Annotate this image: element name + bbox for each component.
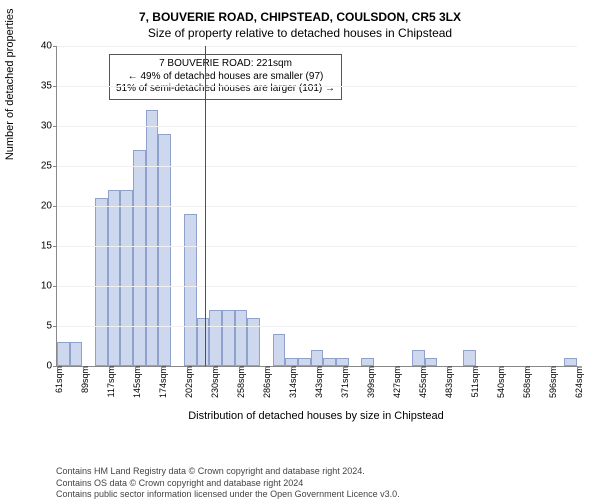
x-tick-mark	[57, 366, 58, 370]
footer-line2: Contains OS data © Crown copyright and d…	[56, 478, 590, 490]
x-tick-mark	[577, 366, 578, 370]
histogram-bar	[285, 358, 298, 366]
x-tick-mark	[499, 366, 500, 370]
x-tick-mark	[551, 366, 552, 370]
histogram-bar	[120, 190, 133, 366]
x-tick-label: 371sqm	[336, 366, 350, 398]
histogram-bar	[564, 358, 577, 366]
callout-line3: 51% of semi-detached houses are larger (…	[116, 83, 335, 96]
histogram-bar	[70, 342, 83, 366]
histogram-bar	[311, 350, 324, 366]
y-tick-mark	[53, 86, 57, 87]
reference-callout: 7 BOUVERIE ROAD: 221sqm ← 49% of detache…	[109, 54, 342, 100]
x-tick-label: 483sqm	[440, 366, 454, 398]
x-tick-label: 174sqm	[154, 366, 168, 398]
gridline	[57, 246, 577, 247]
histogram-bar	[361, 358, 374, 366]
x-tick-mark	[421, 366, 422, 370]
y-tick-mark	[53, 206, 57, 207]
x-tick-label: 540sqm	[492, 366, 506, 398]
chart-container: 7, BOUVERIE ROAD, CHIPSTEAD, COULSDON, C…	[10, 10, 590, 490]
y-tick-mark	[53, 246, 57, 247]
x-tick-label: 89sqm	[76, 366, 90, 393]
x-tick-mark	[135, 366, 136, 370]
y-tick-mark	[53, 326, 57, 327]
chart-title-1: 7, BOUVERIE ROAD, CHIPSTEAD, COULSDON, C…	[10, 10, 590, 24]
y-tick-mark	[53, 126, 57, 127]
x-tick-label: 258sqm	[232, 366, 246, 398]
gridline	[57, 86, 577, 87]
x-tick-label: 202sqm	[180, 366, 194, 398]
histogram-bar	[222, 310, 235, 366]
footer-line1: Contains HM Land Registry data © Crown c…	[56, 466, 590, 478]
y-tick-mark	[53, 46, 57, 47]
x-tick-label: 399sqm	[362, 366, 376, 398]
x-tick-mark	[473, 366, 474, 370]
x-tick-label: 314sqm	[284, 366, 298, 398]
gridline	[57, 166, 577, 167]
y-tick-mark	[53, 166, 57, 167]
histogram-bar	[298, 358, 311, 366]
x-tick-mark	[239, 366, 240, 370]
y-tick-mark	[53, 286, 57, 287]
histogram-bar	[146, 110, 159, 366]
histogram-bar	[209, 310, 222, 366]
x-tick-mark	[213, 366, 214, 370]
footer-line3: Contains public sector information licen…	[56, 489, 590, 501]
x-tick-mark	[291, 366, 292, 370]
x-tick-mark	[447, 366, 448, 370]
gridline	[57, 326, 577, 327]
x-tick-mark	[525, 366, 526, 370]
x-tick-label: 61sqm	[50, 366, 64, 393]
y-axis-label: Number of detached properties	[4, 9, 16, 161]
callout-line2: ← 49% of detached houses are smaller (97…	[116, 71, 335, 84]
gridline	[57, 286, 577, 287]
histogram-bar	[95, 198, 108, 366]
x-tick-mark	[161, 366, 162, 370]
x-tick-mark	[187, 366, 188, 370]
x-tick-mark	[343, 366, 344, 370]
histogram-bar	[336, 358, 349, 366]
histogram-bar	[323, 358, 336, 366]
gridline	[57, 206, 577, 207]
x-tick-label: 511sqm	[466, 366, 480, 397]
x-tick-label: 427sqm	[388, 366, 402, 398]
gridline	[57, 46, 577, 47]
histogram-bar	[235, 310, 248, 366]
x-axis-label: Distribution of detached houses by size …	[56, 410, 576, 422]
chart-title-2: Size of property relative to detached ho…	[10, 26, 590, 40]
histogram-bar	[412, 350, 425, 366]
gridline	[57, 126, 577, 127]
plot-area: 7 BOUVERIE ROAD: 221sqm ← 49% of detache…	[56, 46, 577, 367]
x-tick-mark	[109, 366, 110, 370]
x-tick-label: 286sqm	[258, 366, 272, 398]
plot-wrapper: Number of detached properties 7 BOUVERIE…	[10, 46, 590, 426]
x-tick-label: 455sqm	[414, 366, 428, 398]
histogram-bar	[158, 134, 171, 366]
histogram-bar	[184, 214, 197, 366]
x-tick-label: 568sqm	[518, 366, 532, 398]
x-tick-label: 117sqm	[102, 366, 116, 397]
footer: Contains HM Land Registry data © Crown c…	[10, 466, 590, 501]
x-tick-label: 624sqm	[570, 366, 584, 398]
histogram-bar	[133, 150, 146, 366]
x-tick-mark	[83, 366, 84, 370]
x-tick-label: 343sqm	[310, 366, 324, 398]
x-tick-mark	[317, 366, 318, 370]
callout-line1: 7 BOUVERIE ROAD: 221sqm	[116, 58, 335, 71]
histogram-bar	[57, 342, 70, 366]
x-tick-label: 145sqm	[128, 366, 142, 398]
histogram-bar	[425, 358, 438, 366]
histogram-bar	[108, 190, 121, 366]
histogram-bar	[463, 350, 476, 366]
x-tick-mark	[369, 366, 370, 370]
x-tick-mark	[265, 366, 266, 370]
x-tick-label: 596sqm	[544, 366, 558, 398]
reference-line	[205, 46, 206, 366]
x-tick-mark	[395, 366, 396, 370]
histogram-bar	[273, 334, 286, 366]
x-tick-label: 230sqm	[206, 366, 220, 398]
